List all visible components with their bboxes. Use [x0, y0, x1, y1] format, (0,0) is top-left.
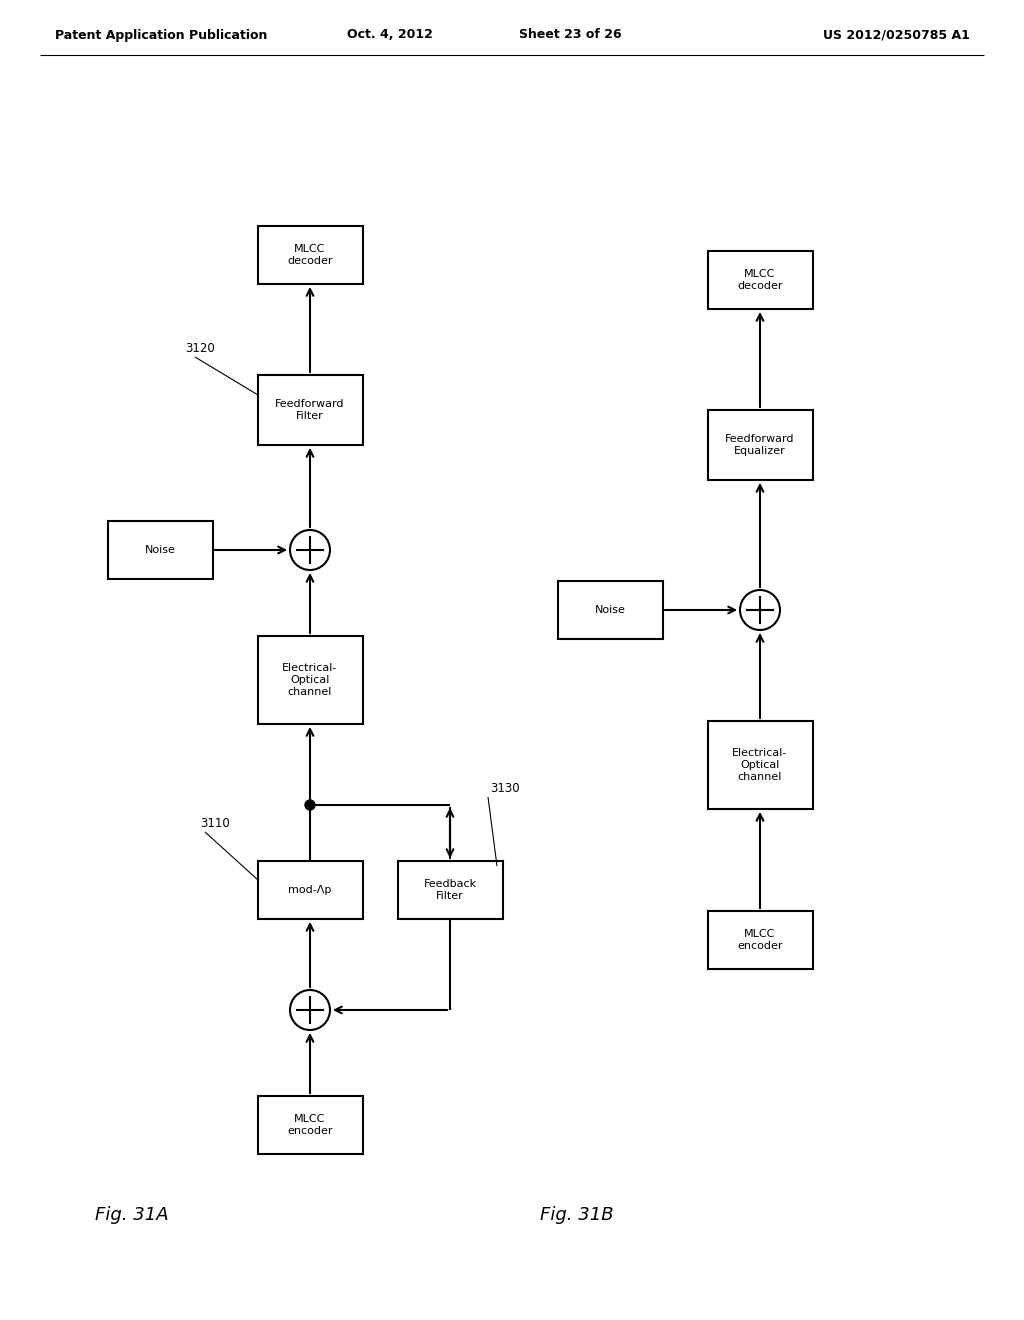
Bar: [108, 521, 213, 579]
Text: Feedback
Filter: Feedback Filter: [424, 879, 476, 902]
Text: MLCC
decoder: MLCC decoder: [737, 269, 782, 292]
Text: Oct. 4, 2012: Oct. 4, 2012: [347, 29, 433, 41]
Text: Feedforward
Filter: Feedforward Filter: [275, 399, 345, 421]
Bar: [708, 911, 812, 969]
Text: Sheet 23 of 26: Sheet 23 of 26: [519, 29, 622, 41]
Bar: [257, 861, 362, 919]
Text: Feedforward
Equalizer: Feedforward Equalizer: [725, 434, 795, 457]
Bar: [708, 411, 812, 480]
Bar: [708, 721, 812, 809]
Text: Noise: Noise: [595, 605, 626, 615]
Circle shape: [290, 531, 330, 570]
Text: Fig. 31B: Fig. 31B: [540, 1206, 613, 1224]
Text: mod-Λp: mod-Λp: [289, 884, 332, 895]
Circle shape: [290, 990, 330, 1030]
Bar: [557, 581, 663, 639]
Circle shape: [740, 590, 780, 630]
Text: Fig. 31A: Fig. 31A: [95, 1206, 169, 1224]
Bar: [708, 251, 812, 309]
Text: Noise: Noise: [144, 545, 175, 554]
Text: US 2012/0250785 A1: US 2012/0250785 A1: [823, 29, 970, 41]
Bar: [397, 861, 503, 919]
Text: 3120: 3120: [185, 342, 215, 355]
Text: MLCC
decoder: MLCC decoder: [288, 244, 333, 267]
Bar: [257, 636, 362, 723]
Text: Electrical-
Optical
channel: Electrical- Optical channel: [283, 663, 338, 697]
Bar: [257, 375, 362, 445]
Text: 3130: 3130: [490, 781, 519, 795]
Text: MLCC
encoder: MLCC encoder: [288, 1114, 333, 1137]
Text: MLCC
encoder: MLCC encoder: [737, 929, 782, 952]
Bar: [257, 1096, 362, 1154]
Bar: [257, 226, 362, 284]
Circle shape: [305, 800, 315, 810]
Text: 3110: 3110: [200, 817, 229, 830]
Text: Electrical-
Optical
channel: Electrical- Optical channel: [732, 747, 787, 783]
Text: Patent Application Publication: Patent Application Publication: [55, 29, 267, 41]
